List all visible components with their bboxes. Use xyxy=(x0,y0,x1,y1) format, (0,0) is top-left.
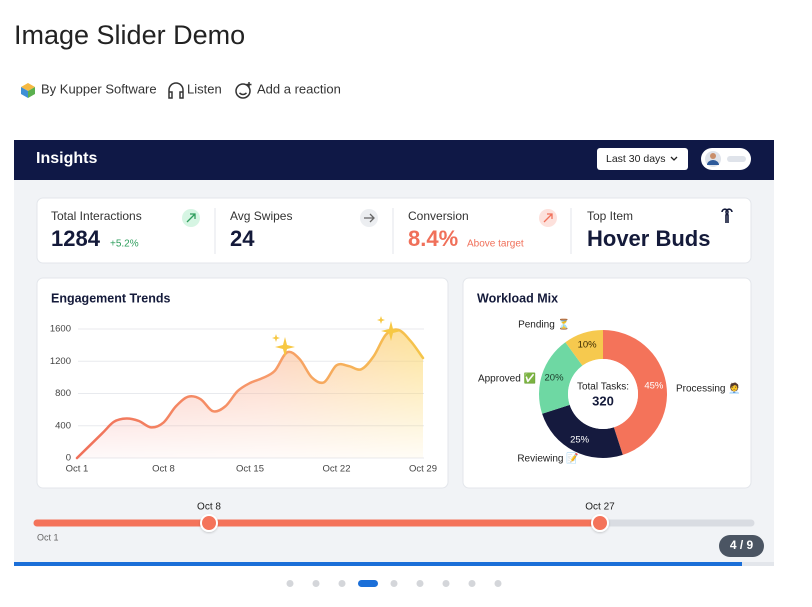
dot[interactable] xyxy=(494,580,502,587)
chart-title: Workload Mix xyxy=(477,291,558,305)
kpi-label: Total Interactions xyxy=(51,209,142,223)
y-tick-label: 800 xyxy=(55,388,71,399)
y-tick-label: 1600 xyxy=(50,324,71,335)
kpi-note: +5.2% xyxy=(110,239,139,250)
avatar-face xyxy=(710,153,716,159)
header-title: Insights xyxy=(36,150,97,167)
earbuds-icon xyxy=(721,208,733,223)
line-chart: 0 400 800 1200 1600 Oct 1 Oct 8 Oct 15 Oct 22 Oct… xyxy=(50,324,437,475)
x-tick-label: Oct 8 xyxy=(152,464,175,475)
line xyxy=(75,328,425,460)
donut-chart: Processing 🧑‍💼 Reviewing 📝 Approved ✅ Pendi… xyxy=(478,318,741,465)
kpi-icon-arrow xyxy=(364,213,375,223)
center-value: 320 xyxy=(592,393,614,408)
slider-handle[interactable] xyxy=(200,514,218,532)
dot[interactable] xyxy=(338,580,346,587)
x-tick-label: Oct 22 xyxy=(323,464,351,475)
range-dropdown[interactable] xyxy=(597,148,688,170)
cube-icon xyxy=(21,83,35,98)
reaction[interactable]: Add a reaction xyxy=(257,81,341,96)
area xyxy=(77,329,423,458)
center-label: Total Tasks: xyxy=(577,382,629,393)
y-tick-label: 400 xyxy=(55,420,71,431)
kpi-label: Conversion xyxy=(408,209,469,223)
category-label: Pending ⏳ xyxy=(518,318,570,331)
kpi-value: Hover Buds xyxy=(587,226,710,251)
slider-end-label: Oct 27 xyxy=(585,502,615,513)
category-label: Reviewing 📝 xyxy=(517,452,578,465)
range-label[interactable]: Last 30 days xyxy=(606,153,666,165)
dot[interactable] xyxy=(442,580,450,587)
page-title: Image Slider Demo xyxy=(14,20,245,50)
kpi-note: Above target xyxy=(467,239,524,250)
progress-fill xyxy=(14,562,742,566)
donut-hole xyxy=(568,359,638,429)
kpi-value: 24 xyxy=(230,226,255,251)
listen-icon[interactable] xyxy=(168,82,184,99)
dot[interactable] xyxy=(416,580,424,587)
dot[interactable] xyxy=(390,580,398,587)
toggle-bar xyxy=(727,156,746,162)
donut-segment xyxy=(565,330,603,366)
category-label: Approved ✅ xyxy=(478,372,536,385)
meta-row: By Kupper Software Listen Add a reaction xyxy=(21,81,341,99)
kpi-value: 1284 xyxy=(51,226,101,251)
segment-label: 20% xyxy=(545,373,565,384)
dashboard: Insights Last 30 days Total Interactions… xyxy=(14,140,774,564)
dot[interactable] xyxy=(286,580,294,587)
dot[interactable] xyxy=(468,580,476,587)
kpi-icon-arrow xyxy=(543,213,553,223)
pager-label: 4 / 9 xyxy=(730,538,754,552)
category-label: Processing 🧑‍💼 xyxy=(676,382,741,395)
range-slider[interactable]: Oct 8 Oct 27 Oct 1 xyxy=(33,502,755,543)
listen[interactable]: Listen xyxy=(187,81,222,96)
kpi-label: Top Item xyxy=(587,209,633,223)
slider-start-label: Oct 8 xyxy=(197,502,221,513)
chart-title: Engagement Trends xyxy=(51,291,171,305)
segment-label: 45% xyxy=(644,380,664,391)
donut-segment xyxy=(603,330,667,455)
x-tick-label: Oct 29 xyxy=(409,464,437,475)
chevron xyxy=(670,156,678,161)
slider-min-label: Oct 1 xyxy=(37,532,59,542)
kpi-icon-arrow xyxy=(186,213,196,223)
slider-handle[interactable] xyxy=(591,514,609,532)
donut-segment xyxy=(542,404,623,458)
y-tick-label: 0 xyxy=(66,453,71,464)
pager-badge xyxy=(719,535,764,557)
sparkles xyxy=(272,316,401,357)
author[interactable]: By Kupper Software xyxy=(41,81,157,96)
dot[interactable] xyxy=(312,580,320,587)
dot-active[interactable] xyxy=(358,580,378,587)
x-tick-label: Oct 1 xyxy=(66,464,89,475)
x-tick-label: Oct 15 xyxy=(236,464,264,475)
pager-dots xyxy=(286,580,502,587)
kpi-label: Avg Swipes xyxy=(230,209,292,223)
kpi-value: 8.4% xyxy=(408,226,458,251)
avatar-body xyxy=(707,160,719,165)
reaction-icon[interactable] xyxy=(235,82,252,99)
y-tick-label: 1200 xyxy=(50,356,71,367)
segment-label: 25% xyxy=(570,434,590,445)
donut-segment xyxy=(539,342,583,414)
segment-label: 10% xyxy=(578,340,598,351)
